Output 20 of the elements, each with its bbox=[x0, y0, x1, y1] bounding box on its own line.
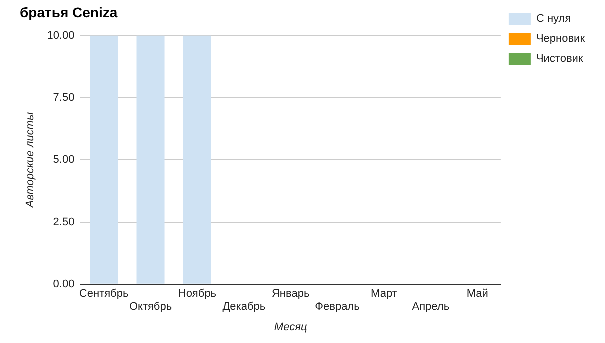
chart-title: братья Ceniza bbox=[20, 4, 118, 20]
legend-label: С нуля bbox=[536, 13, 572, 26]
y-tick-label: 7.50 bbox=[53, 92, 75, 104]
x-tick-label: Январь bbox=[272, 288, 310, 300]
y-tick-label: 2.50 bbox=[53, 216, 75, 228]
x-tick-label: Сентябрь bbox=[79, 288, 129, 300]
x-tick-label: Апрель bbox=[412, 301, 450, 314]
x-tick-label: Май bbox=[466, 288, 488, 300]
legend-label: Черновик bbox=[536, 33, 586, 46]
y-tick-label: 10.00 bbox=[47, 30, 75, 42]
x-tick-label: Декабрь bbox=[222, 301, 266, 314]
x-axis-title: Месяц bbox=[274, 321, 308, 334]
x-tick-label: Февраль bbox=[315, 301, 360, 314]
x-tick-label: Ноябрь bbox=[178, 288, 217, 300]
y-tick-label: 0.00 bbox=[53, 278, 75, 290]
y-tick-label: 5.00 bbox=[53, 154, 75, 166]
y-axis-title: Авторские листы bbox=[24, 112, 37, 209]
x-tick-label: Октябрь bbox=[129, 301, 172, 314]
legend-label: Чистовик bbox=[536, 53, 584, 66]
x-tick-label: Март bbox=[371, 288, 398, 300]
